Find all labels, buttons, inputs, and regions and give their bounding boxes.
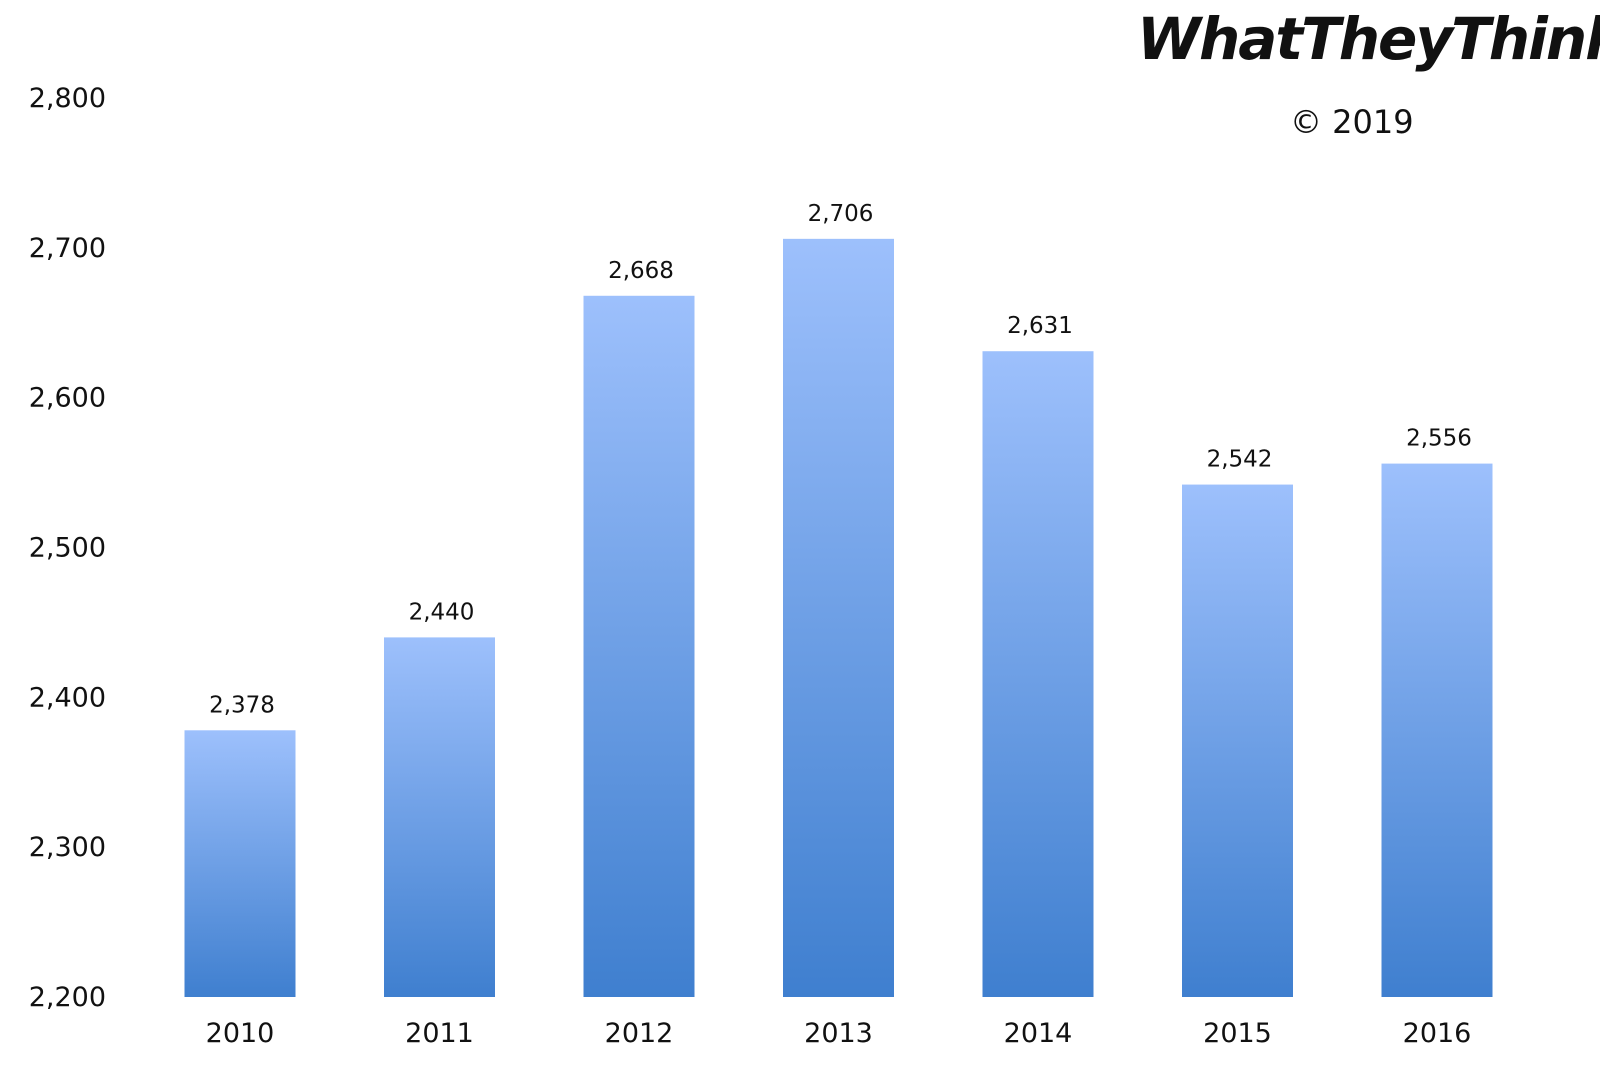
y-tick-label: 2,700 [29, 233, 106, 264]
y-tick-label: 2,200 [29, 982, 106, 1013]
x-tick-label-2015: 2015 [1203, 1018, 1272, 1049]
bar-2010 [184, 730, 296, 997]
x-axis: 2010 2011 2012 2013 2014 2015 2016 [206, 1018, 1472, 1049]
y-tick-label: 2,300 [29, 832, 106, 863]
data-label-2010: 2,378 [209, 692, 275, 718]
bars [184, 238, 1493, 998]
data-label-2013: 2,706 [808, 201, 874, 227]
bar-2016 [1381, 463, 1493, 997]
whattheythink-logo: WhatTheyThink? [1137, 10, 1600, 68]
bar-2011 [384, 637, 495, 997]
x-tick-label-2010: 2010 [206, 1018, 275, 1049]
copyright-notice: © 2019 [1290, 103, 1414, 141]
x-tick-label-2011: 2011 [405, 1018, 474, 1049]
y-tick-label: 2,600 [29, 383, 106, 414]
y-axis: 2,200 2,300 2,400 2,500 2,600 2,700 2,800 [29, 83, 106, 1013]
logo-wordmark: WhatTheyThink [1137, 5, 1600, 73]
data-label-2016: 2,556 [1406, 426, 1472, 452]
bar-2015 [1182, 484, 1293, 997]
bar-2014 [982, 351, 1094, 997]
x-tick-label-2012: 2012 [605, 1018, 674, 1049]
y-tick-label: 2,400 [29, 682, 106, 713]
data-label-2012: 2,668 [608, 258, 674, 284]
data-labels: 2,378 2,440 2,668 2,706 2,631 2,542 2,556 [209, 201, 1472, 718]
x-tick-label-2016: 2016 [1403, 1018, 1472, 1049]
data-label-2015: 2,542 [1207, 447, 1273, 473]
bar-2013 [783, 238, 894, 998]
x-tick-label-2014: 2014 [1004, 1018, 1073, 1049]
y-tick-label: 2,800 [29, 83, 106, 114]
data-label-2014: 2,631 [1007, 313, 1073, 339]
bar-2012 [583, 295, 695, 997]
data-label-2011: 2,440 [409, 599, 475, 625]
y-tick-label: 2,500 [29, 533, 106, 564]
x-tick-label-2013: 2013 [804, 1018, 873, 1049]
